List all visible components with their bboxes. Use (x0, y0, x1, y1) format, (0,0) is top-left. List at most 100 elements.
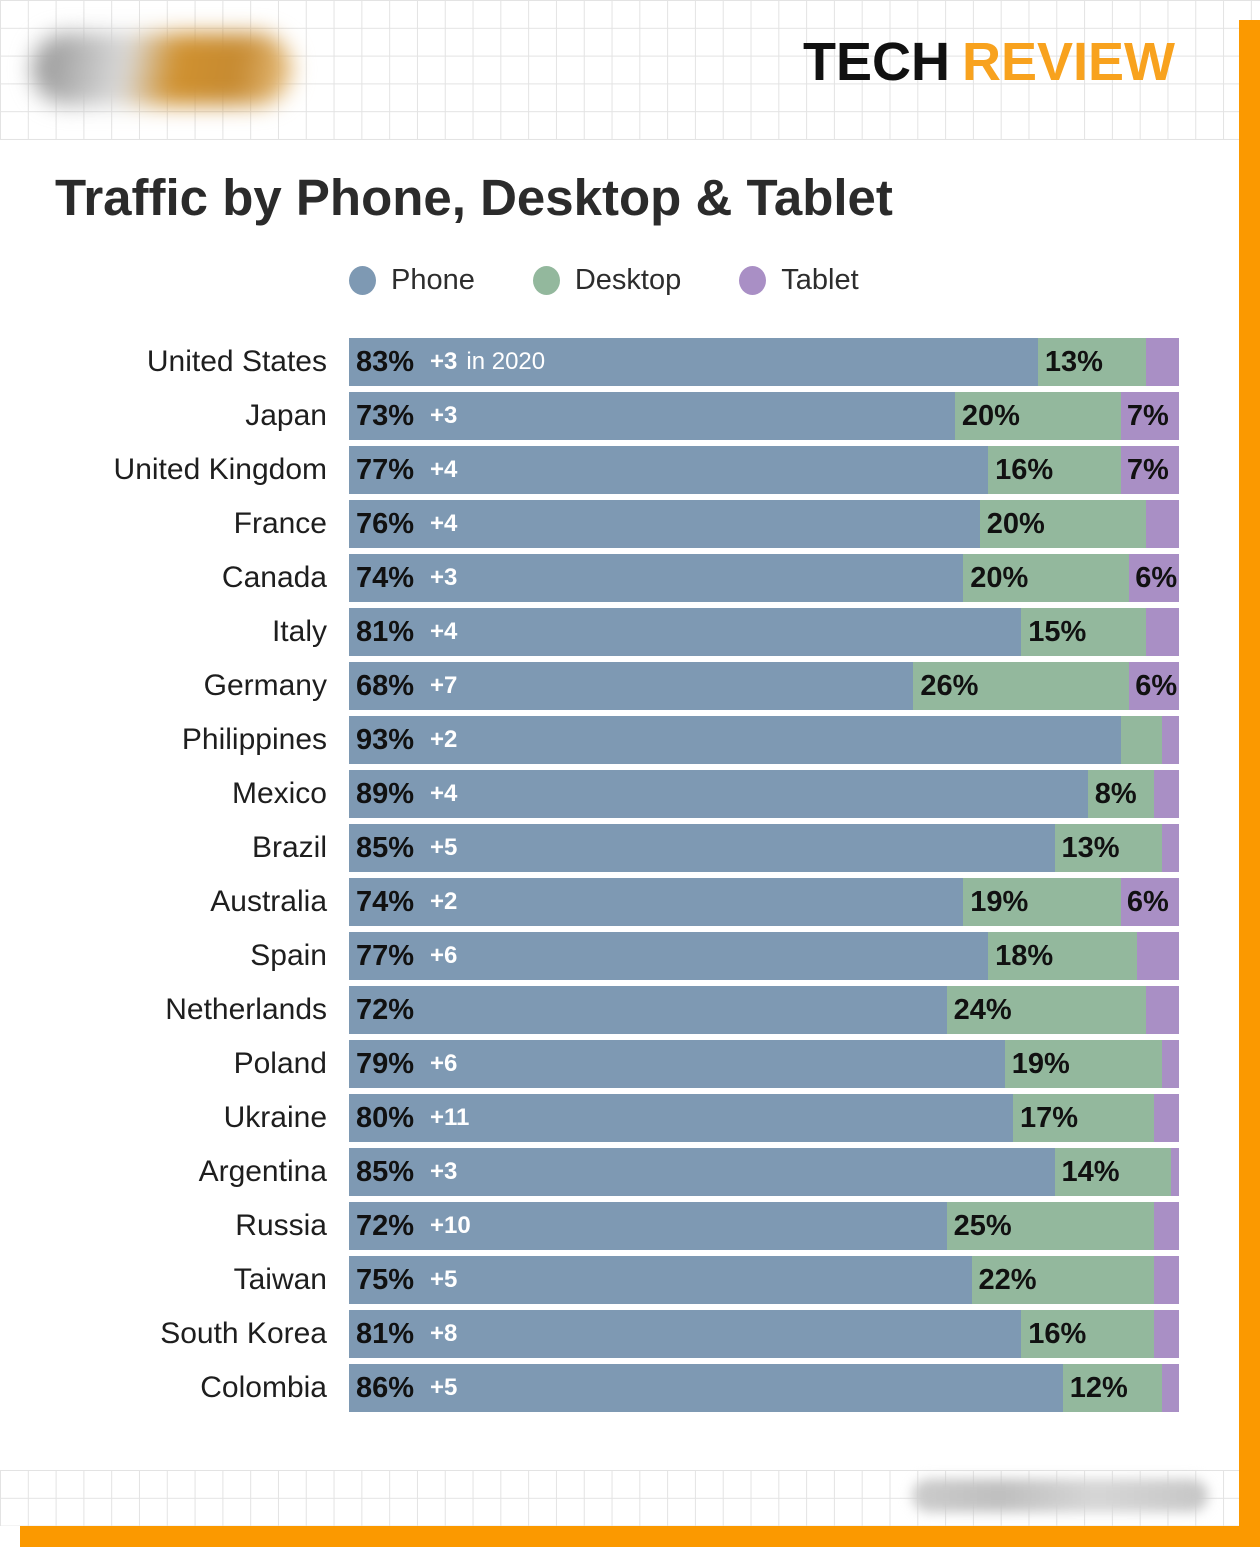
country-label: Netherlands (165, 993, 327, 1026)
stacked-bar: 77% 16% 7% +4 (349, 446, 1179, 494)
orange-frame-bottom (20, 1526, 1260, 1547)
desktop-segment (1120, 716, 1163, 764)
desktop-value: 16% (995, 453, 1054, 486)
change-delta: +8 (430, 1320, 458, 1347)
phone-value: 72% (356, 993, 415, 1026)
desktop-segment: 13% (1054, 824, 1163, 872)
change-annotation: +2 (430, 878, 466, 926)
desktop-value: 20% (986, 507, 1045, 540)
legend-label-desktop: Desktop (574, 264, 682, 296)
stacked-bar: 73% 20% 7% +3 (349, 392, 1179, 440)
change-delta: +5 (430, 1266, 458, 1293)
country-row: Japan 73% 20% 7% +3 (0, 392, 1179, 440)
tablet-value: 6% (1135, 669, 1178, 702)
desktop-value: 22% (978, 1263, 1037, 1296)
phone-value: 77% (356, 939, 415, 972)
stacked-bar: 75% 22% +5 (349, 1256, 1179, 1304)
phone-value: 86% (356, 1371, 415, 1404)
phone-legend-dot-icon (349, 266, 376, 295)
country-row: Poland 79% 19% +6 (0, 1040, 1179, 1088)
change-annotation: +5 (430, 824, 466, 872)
tablet-segment (1154, 770, 1179, 818)
phone-value: 81% (356, 615, 415, 648)
stacked-bar: 86% 12% +5 (349, 1364, 1179, 1412)
change-annotation: +6 (430, 932, 466, 980)
desktop-legend-dot-icon (532, 266, 560, 295)
change-annotation: +6 (430, 1040, 466, 1088)
desktop-segment: 20% (979, 500, 1146, 548)
legend-label-tablet: Tablet (781, 264, 859, 296)
change-delta: +4 (430, 456, 458, 483)
stacked-bar: 81% 15% +4 (349, 608, 1179, 656)
change-annotation: +2 (430, 716, 466, 764)
country-row: United States 83% 13% +3 in 2020 (0, 338, 1179, 386)
change-delta: +7 (430, 672, 458, 699)
phone-segment: 93% (349, 716, 1121, 764)
desktop-segment: 12% (1062, 1364, 1163, 1412)
chart-title: Traffic by Phone, Desktop & Tablet (55, 169, 893, 226)
tablet-segment (1145, 500, 1179, 548)
phone-segment: 77% (349, 932, 989, 980)
desktop-segment: 25% (946, 1202, 1155, 1250)
tablet-segment (1154, 1256, 1179, 1304)
stacked-bar: 93% +2 (349, 716, 1179, 764)
tablet-segment (1162, 1364, 1179, 1412)
grid-paper-header (0, 0, 1260, 140)
tablet-segment (1154, 1094, 1179, 1142)
tablet-segment (1145, 608, 1179, 656)
change-annotation: +8 (430, 1310, 466, 1358)
stacked-bar: 83% 13% +3 in 2020 (349, 338, 1179, 386)
country-label: Brazil (251, 831, 327, 864)
desktop-segment: 18% (988, 932, 1138, 980)
tablet-segment: 6% (1129, 662, 1179, 710)
stacked-bar: 76% 20% +4 (349, 500, 1179, 548)
stacked-bar: 85% 13% +5 (349, 824, 1179, 872)
desktop-value: 18% (995, 939, 1054, 972)
country-row: Germany 68% 26% 6% +7 (0, 662, 1179, 710)
change-delta: +2 (430, 726, 458, 753)
desktop-value: 12% (1069, 1371, 1128, 1404)
change-annotation: +11 (430, 1094, 478, 1142)
country-row: Philippines 93% +2 (0, 716, 1179, 764)
change-annotation: +7 (430, 662, 466, 710)
phone-value: 68% (356, 669, 415, 702)
country-label: Spain (250, 939, 327, 972)
country-row: South Korea 81% 16% +8 (0, 1310, 1179, 1358)
country-label: Japan (245, 399, 327, 432)
legend-item-tablet: Tablet (739, 264, 859, 297)
phone-segment: 68% (349, 662, 914, 710)
country-label: Poland (233, 1047, 327, 1080)
tablet-segment: 6% (1120, 878, 1179, 926)
phone-value: 83% (356, 345, 415, 378)
orange-frame-right (1239, 20, 1260, 1547)
phone-segment: 81% (349, 608, 1022, 656)
stacked-bar: 85% 14% +3 (349, 1148, 1179, 1196)
phone-value: 85% (356, 1155, 415, 1188)
desktop-segment: 20% (954, 392, 1121, 440)
change-delta: +4 (430, 510, 458, 537)
desktop-segment: 16% (988, 446, 1121, 494)
tablet-segment (1145, 338, 1179, 386)
phone-value: 89% (356, 777, 415, 810)
change-delta: +6 (430, 942, 458, 969)
desktop-value: 20% (961, 399, 1020, 432)
change-annotation: +5 (430, 1256, 466, 1304)
brand-logo: TECH REVIEW (803, 30, 1175, 94)
desktop-segment: 19% (963, 878, 1121, 926)
chart-rows: United States 83% 13% +3 in 2020 Japan 7… (0, 338, 1179, 1418)
phone-value: 85% (356, 831, 415, 864)
country-row: Italy 81% 15% +4 (0, 608, 1179, 656)
legend-label-phone: Phone (391, 264, 475, 296)
desktop-value: 15% (1028, 615, 1087, 648)
change-annotation: +3 (430, 392, 466, 440)
tablet-segment: 6% (1129, 554, 1179, 602)
tablet-segment (1162, 1040, 1179, 1088)
phone-segment: 83% (349, 338, 1038, 386)
change-delta: +5 (430, 834, 458, 861)
country-label: United Kingdom (113, 453, 327, 486)
country-label: Colombia (200, 1371, 327, 1404)
change-annotation: +3 (430, 1148, 466, 1196)
tablet-value: 6% (1126, 885, 1169, 918)
desktop-value: 26% (920, 669, 979, 702)
